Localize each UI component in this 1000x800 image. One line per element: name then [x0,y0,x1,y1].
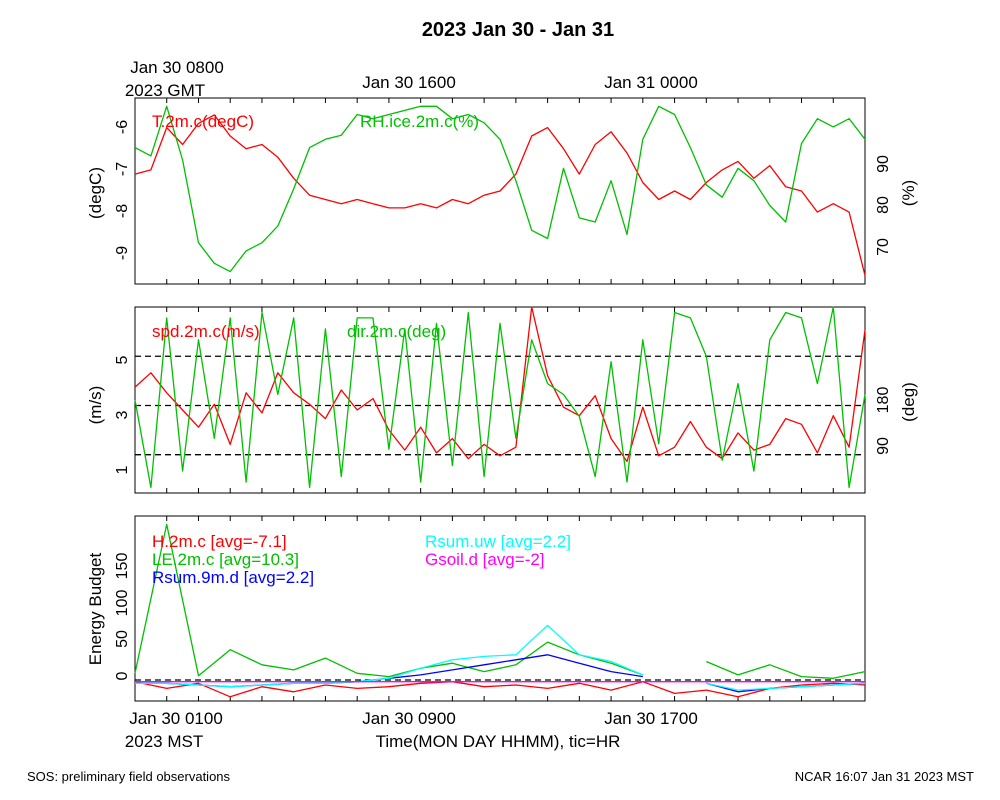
panel3-frame [134,515,866,702]
top-tick-label-1: Jan 30 1600 [362,73,456,92]
panel3-series [134,523,866,698]
bottom-tick-label-1: Jan 30 0900 [362,709,456,728]
p1-y2tick-label: 70 [875,238,892,256]
legend-h2m: H.2m.c [avg=-7.1] [152,532,287,551]
h-2m-c-line [134,681,866,698]
footer-right: NCAR 16:07 Jan 31 2023 MST [795,769,974,784]
rh-ice-2m-c--line [134,105,866,273]
legend-t2m: T.2m.c(degC) [152,112,254,131]
legend-rsum9m: Rsum.9m.d [avg=2.2] [152,568,314,587]
p2-y2tick-label: 180 [875,387,892,414]
panel1-series [134,105,866,276]
p1-ytick-label: -9 [114,246,131,260]
legend-le2m: LE.2m.c [avg=10.3] [152,550,299,569]
top-tick-label-0: Jan 30 0800 [130,58,224,77]
dir-2m-c-deg--line [134,306,866,489]
legend-spd: spd.2m.c(m/s) [152,322,260,341]
p2-ytick-label: 3 [114,410,131,419]
bottom-year-label: 2023 MST [125,732,203,751]
p2-ytick-label: 5 [114,355,131,364]
bottom-tick-label-2: Jan 30 1700 [604,709,698,728]
p1-ylabel-right: (%) [899,180,918,206]
top-year-label: 2023 GMT [125,81,205,100]
p3-ytick-label: 100 [114,590,131,617]
chart-title: 2023 Jan 30 - Jan 31 [422,19,614,41]
p3-ylabel-left: Energy Budget [86,552,105,665]
panel1-frame [134,97,866,285]
p1-ylabel-left: (degC) [86,167,105,219]
spd-2m-c-m-s--line [134,306,866,463]
bottom-tick-label-0: Jan 30 0100 [129,709,223,728]
legend-rsum-uw: Rsum.uw [avg=2.2] [425,532,571,551]
wind-panel: 5 3 1 180 90 (m/s) (deg) spd.2m.c(m/s) d… [86,306,918,494]
p3-ytick-label: 0 [114,671,131,680]
legend-rh-ice: RH.ice.2m.c(%) [360,112,479,131]
panel2-ticks [166,307,834,493]
panel3-ticks [166,516,834,701]
panel2-reference-lines [135,355,865,456]
p3-ytick-label: 150 [114,553,131,580]
p1-ytick-label: -6 [114,120,131,134]
p2-ylabel-left: (m/s) [86,386,105,425]
p2-y2tick-label: 90 [875,437,892,455]
rsum-uw-line [135,624,866,691]
panel1-ticks [166,98,834,284]
t-2m-c-degc--line [134,114,866,276]
p1-ytick-label: -8 [114,204,131,218]
p2-ylabel-right: (deg) [899,382,918,422]
x-axis-label: Time(MON DAY HHMM), tic=HR [376,732,621,751]
energy-budget-panel: 150 100 50 0 Energy Budget H.2m.c [avg=-… [86,515,866,702]
top-tick-label-2: Jan 31 0000 [604,73,698,92]
panel1-y-tick-labels: -6 -7 -8 -9 90 80 70 [114,120,892,260]
p2-ytick-label: 1 [114,465,131,474]
panel2-series [134,306,866,489]
temperature-humidity-panel: -6 -7 -8 -9 90 80 70 (degC) (%) T.2m.c(d… [86,97,918,285]
p1-y2tick-label: 80 [875,196,892,214]
footer-left: SOS: preliminary field observations [27,769,231,784]
p1-ytick-label: -7 [114,162,131,176]
p1-y2tick-label: 90 [875,155,892,173]
legend-gsoil: Gsoil.d [avg=-2] [425,550,545,569]
legend-dir: dir.2m.c(deg) [347,322,446,341]
p3-ytick-label: 50 [114,630,131,648]
le-2m-c-line [134,523,866,679]
